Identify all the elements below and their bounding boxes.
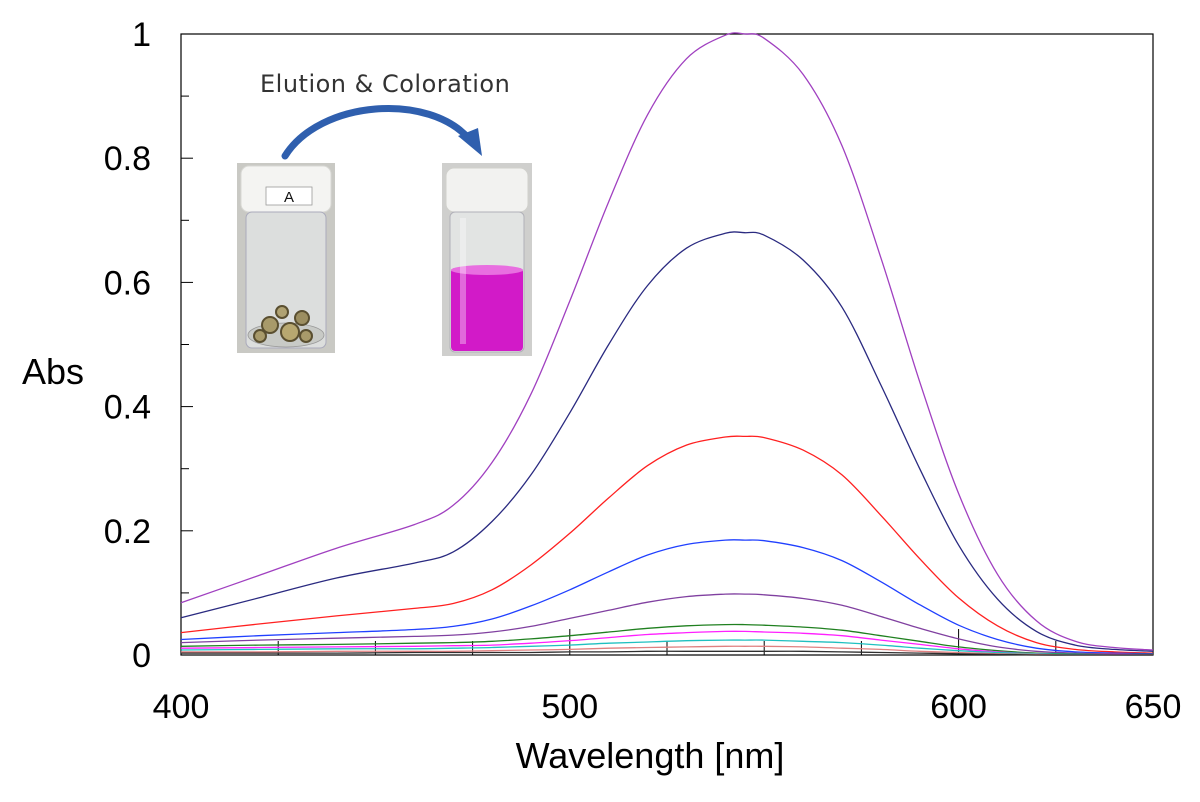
metal-piece (275, 305, 289, 319)
vial-photo-after (442, 163, 532, 356)
metal-piece (280, 322, 300, 342)
vial-label-text: A (284, 189, 294, 206)
y-axis-title: Abs (22, 351, 84, 392)
y-axis-ticks: 0 0.2 0.4 0.6 0.8 1 (104, 16, 193, 675)
series-line-3 (180, 435, 1154, 654)
series-line-6 (180, 623, 1154, 656)
curved-arrow (281, 104, 474, 160)
metal-piece (253, 329, 267, 343)
y-tick-label: 0.2 (104, 513, 151, 551)
series-line-8 (180, 639, 1154, 656)
solution-surface (451, 265, 523, 275)
series-line-2 (180, 231, 1154, 652)
y-tick-label: 0.4 (104, 389, 151, 427)
y-tick-label: 1 (132, 16, 151, 54)
series-line-4 (180, 539, 1154, 655)
glass-highlight (460, 218, 466, 344)
series-line-1 (180, 32, 1154, 651)
y-tick-label: 0 (132, 637, 151, 675)
vial-label (265, 186, 313, 206)
x-tick-label: 650 (1125, 688, 1182, 726)
series-layer (180, 32, 1154, 656)
x-tick-label: 400 (153, 688, 210, 726)
y-tick-label: 0.6 (104, 264, 151, 302)
arrow-head-icon (458, 128, 482, 156)
x-axis-title: Wavelength [nm] (516, 735, 785, 776)
metal-piece (299, 329, 313, 343)
x-axis-ticks: 400 500 600 650 (153, 629, 1182, 726)
annotation-text: Elution & Coloration (260, 70, 510, 98)
x-tick-label: 500 (541, 688, 598, 726)
vial-cap (445, 167, 529, 213)
metal-piece (261, 316, 279, 334)
y-tick-label: 0.8 (104, 140, 151, 178)
series-line-5 (180, 593, 1154, 656)
magenta-solution (451, 268, 523, 351)
vial-photo-before: A (237, 163, 335, 353)
x-tick-label: 600 (930, 688, 987, 726)
metal-piece (294, 310, 310, 326)
series-line-10 (180, 650, 1153, 656)
inset-illustration: Elution & Coloration A (237, 70, 532, 356)
